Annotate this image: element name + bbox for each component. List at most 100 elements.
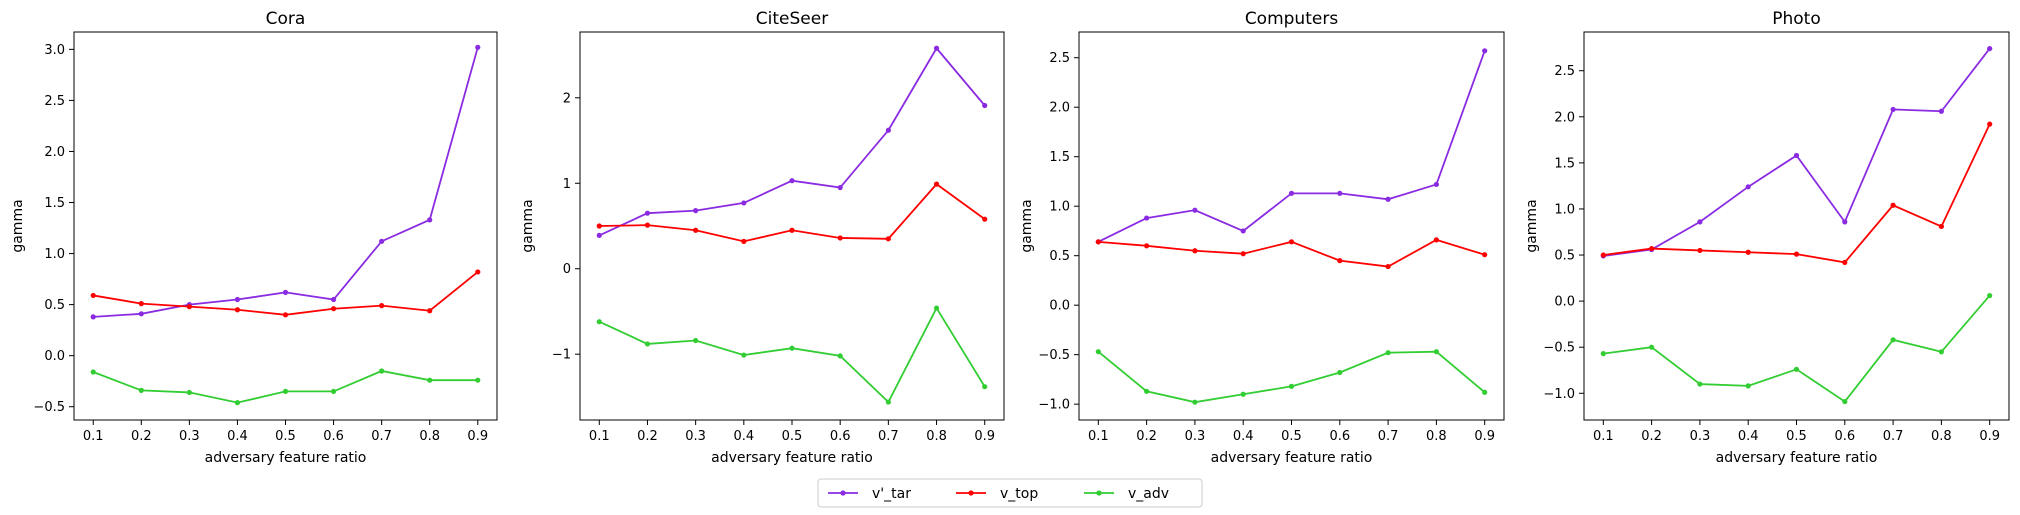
- y-tick-label: 0.0: [1049, 299, 1070, 314]
- data-point: [1144, 215, 1150, 221]
- y-tick-label: 0.0: [44, 349, 65, 364]
- panel-photo: Photo 0.1 0.2 0.3 0.4 0.5 0.6 0.7 0.8 0.9 −1.0 −0.5…: [1524, 9, 2010, 466]
- y-tick-label: 1.0: [1554, 202, 1575, 217]
- data-point: [1890, 337, 1896, 343]
- data-point: [789, 345, 795, 351]
- series-0: [1600, 45, 1993, 259]
- series-line: [598, 306, 986, 404]
- panel-title: Photo: [1772, 9, 1821, 29]
- data-point: [1890, 106, 1896, 113]
- x-tick-label: 0.1: [1088, 429, 1109, 444]
- data-point: [1600, 252, 1606, 258]
- y-tick-label: 1.5: [1049, 150, 1070, 165]
- y-tick-label: −0.5: [1543, 341, 1575, 356]
- data-point: [1240, 391, 1246, 397]
- data-point: [1385, 196, 1391, 202]
- data-point: [982, 216, 988, 222]
- panel-computers: Computers 0.1 0.2 0.3 0.4 0.5 0.6 0.7 0.8 0.9 −1.0…: [1019, 9, 1505, 466]
- panel-cora: Cora 0.1 0.2 0.3 0.4 0.5 0.6 0.7 0.8 0.9 −0.5 0.0 0.…: [10, 9, 498, 466]
- series-line: [1603, 123, 1991, 264]
- data-point: [1288, 190, 1295, 196]
- data-point: [1433, 181, 1439, 188]
- y-tick-label: −1: [552, 348, 571, 363]
- series-line: [92, 370, 478, 404]
- data-point: [90, 314, 96, 320]
- data-point: [837, 235, 843, 241]
- data-point: [693, 337, 699, 344]
- x-tick-label: 0.1: [83, 429, 104, 444]
- panel-title: Computers: [1245, 9, 1339, 29]
- y-tick-label: 0.0: [1554, 295, 1575, 310]
- data-point: [1288, 383, 1295, 389]
- data-point: [644, 222, 651, 228]
- data-point: [427, 377, 433, 383]
- series-line: [598, 46, 986, 237]
- data-point: [1793, 366, 1800, 372]
- plot-frame: [1583, 31, 2010, 421]
- y-tick-label: 1.5: [1554, 156, 1575, 171]
- x-tick-label: 0.5: [275, 429, 296, 444]
- x-tick-label: 0.1: [1593, 429, 1614, 444]
- y-tick-label: 2.5: [44, 94, 65, 109]
- data-point: [693, 208, 699, 214]
- x-tick-label: 0.8: [419, 429, 440, 444]
- x-axis-label: adversary feature ratio: [205, 450, 367, 466]
- series-0: [1095, 48, 1488, 245]
- y-tick-label: 2.0: [1049, 101, 1070, 116]
- data-point: [1385, 263, 1391, 270]
- legend-box: [817, 478, 1203, 508]
- data-point: [933, 45, 940, 51]
- y-tick-label: 0.5: [44, 298, 65, 313]
- series-line: [1603, 48, 1991, 257]
- data-point: [596, 223, 602, 229]
- x-tick-label: 0.9: [1474, 429, 1495, 444]
- data-point: [1192, 399, 1198, 405]
- data-point: [1192, 207, 1198, 213]
- data-point: [234, 307, 241, 313]
- series-line: [93, 47, 479, 318]
- y-axis-label: gamma: [10, 199, 26, 252]
- plot-frame: [1078, 31, 1505, 421]
- panel-title: CiteSeer: [756, 9, 828, 29]
- data-point: [1987, 292, 1993, 299]
- x-tick-label: 0.4: [1738, 429, 1759, 444]
- data-point: [885, 399, 891, 405]
- data-point: [693, 227, 699, 233]
- x-axis-label: adversary feature ratio: [711, 450, 873, 466]
- data-point: [1192, 248, 1198, 254]
- data-point: [741, 352, 747, 358]
- data-point: [982, 102, 988, 109]
- legend-label: v'_tar: [872, 486, 911, 502]
- data-point: [1144, 388, 1150, 394]
- data-point: [1890, 202, 1896, 208]
- x-axis-label: adversary feature ratio: [1716, 450, 1878, 466]
- legend-entry: v_top: [956, 486, 1038, 502]
- data-point: [1745, 184, 1751, 190]
- x-tick-label: 0.6: [1834, 429, 1855, 444]
- data-point: [1697, 381, 1703, 387]
- data-point: [1938, 349, 1944, 355]
- x-tick-label: 0.9: [974, 429, 995, 444]
- y-tick-label: 2.5: [1049, 51, 1070, 66]
- data-point: [596, 232, 602, 239]
- data-point: [282, 312, 289, 318]
- x-tick-label: 0.8: [1426, 429, 1447, 444]
- data-point: [427, 217, 433, 223]
- series-1: [90, 269, 481, 318]
- x-tick-label: 0.7: [371, 429, 392, 444]
- y-tick-label: −0.5: [1038, 348, 1070, 363]
- data-point: [982, 384, 988, 390]
- y-tick-label: 0.5: [1049, 249, 1070, 264]
- x-tick-label: 0.4: [227, 429, 248, 444]
- series-1: [596, 181, 988, 244]
- x-tick-label: 0.5: [1786, 429, 1807, 444]
- data-point: [379, 238, 385, 244]
- data-point: [596, 319, 602, 325]
- data-point: [644, 210, 651, 216]
- legend-marker: [840, 490, 846, 496]
- data-point: [330, 388, 337, 395]
- series-0: [90, 44, 481, 320]
- data-point: [1288, 239, 1295, 245]
- legend-label: v_top: [1000, 486, 1038, 502]
